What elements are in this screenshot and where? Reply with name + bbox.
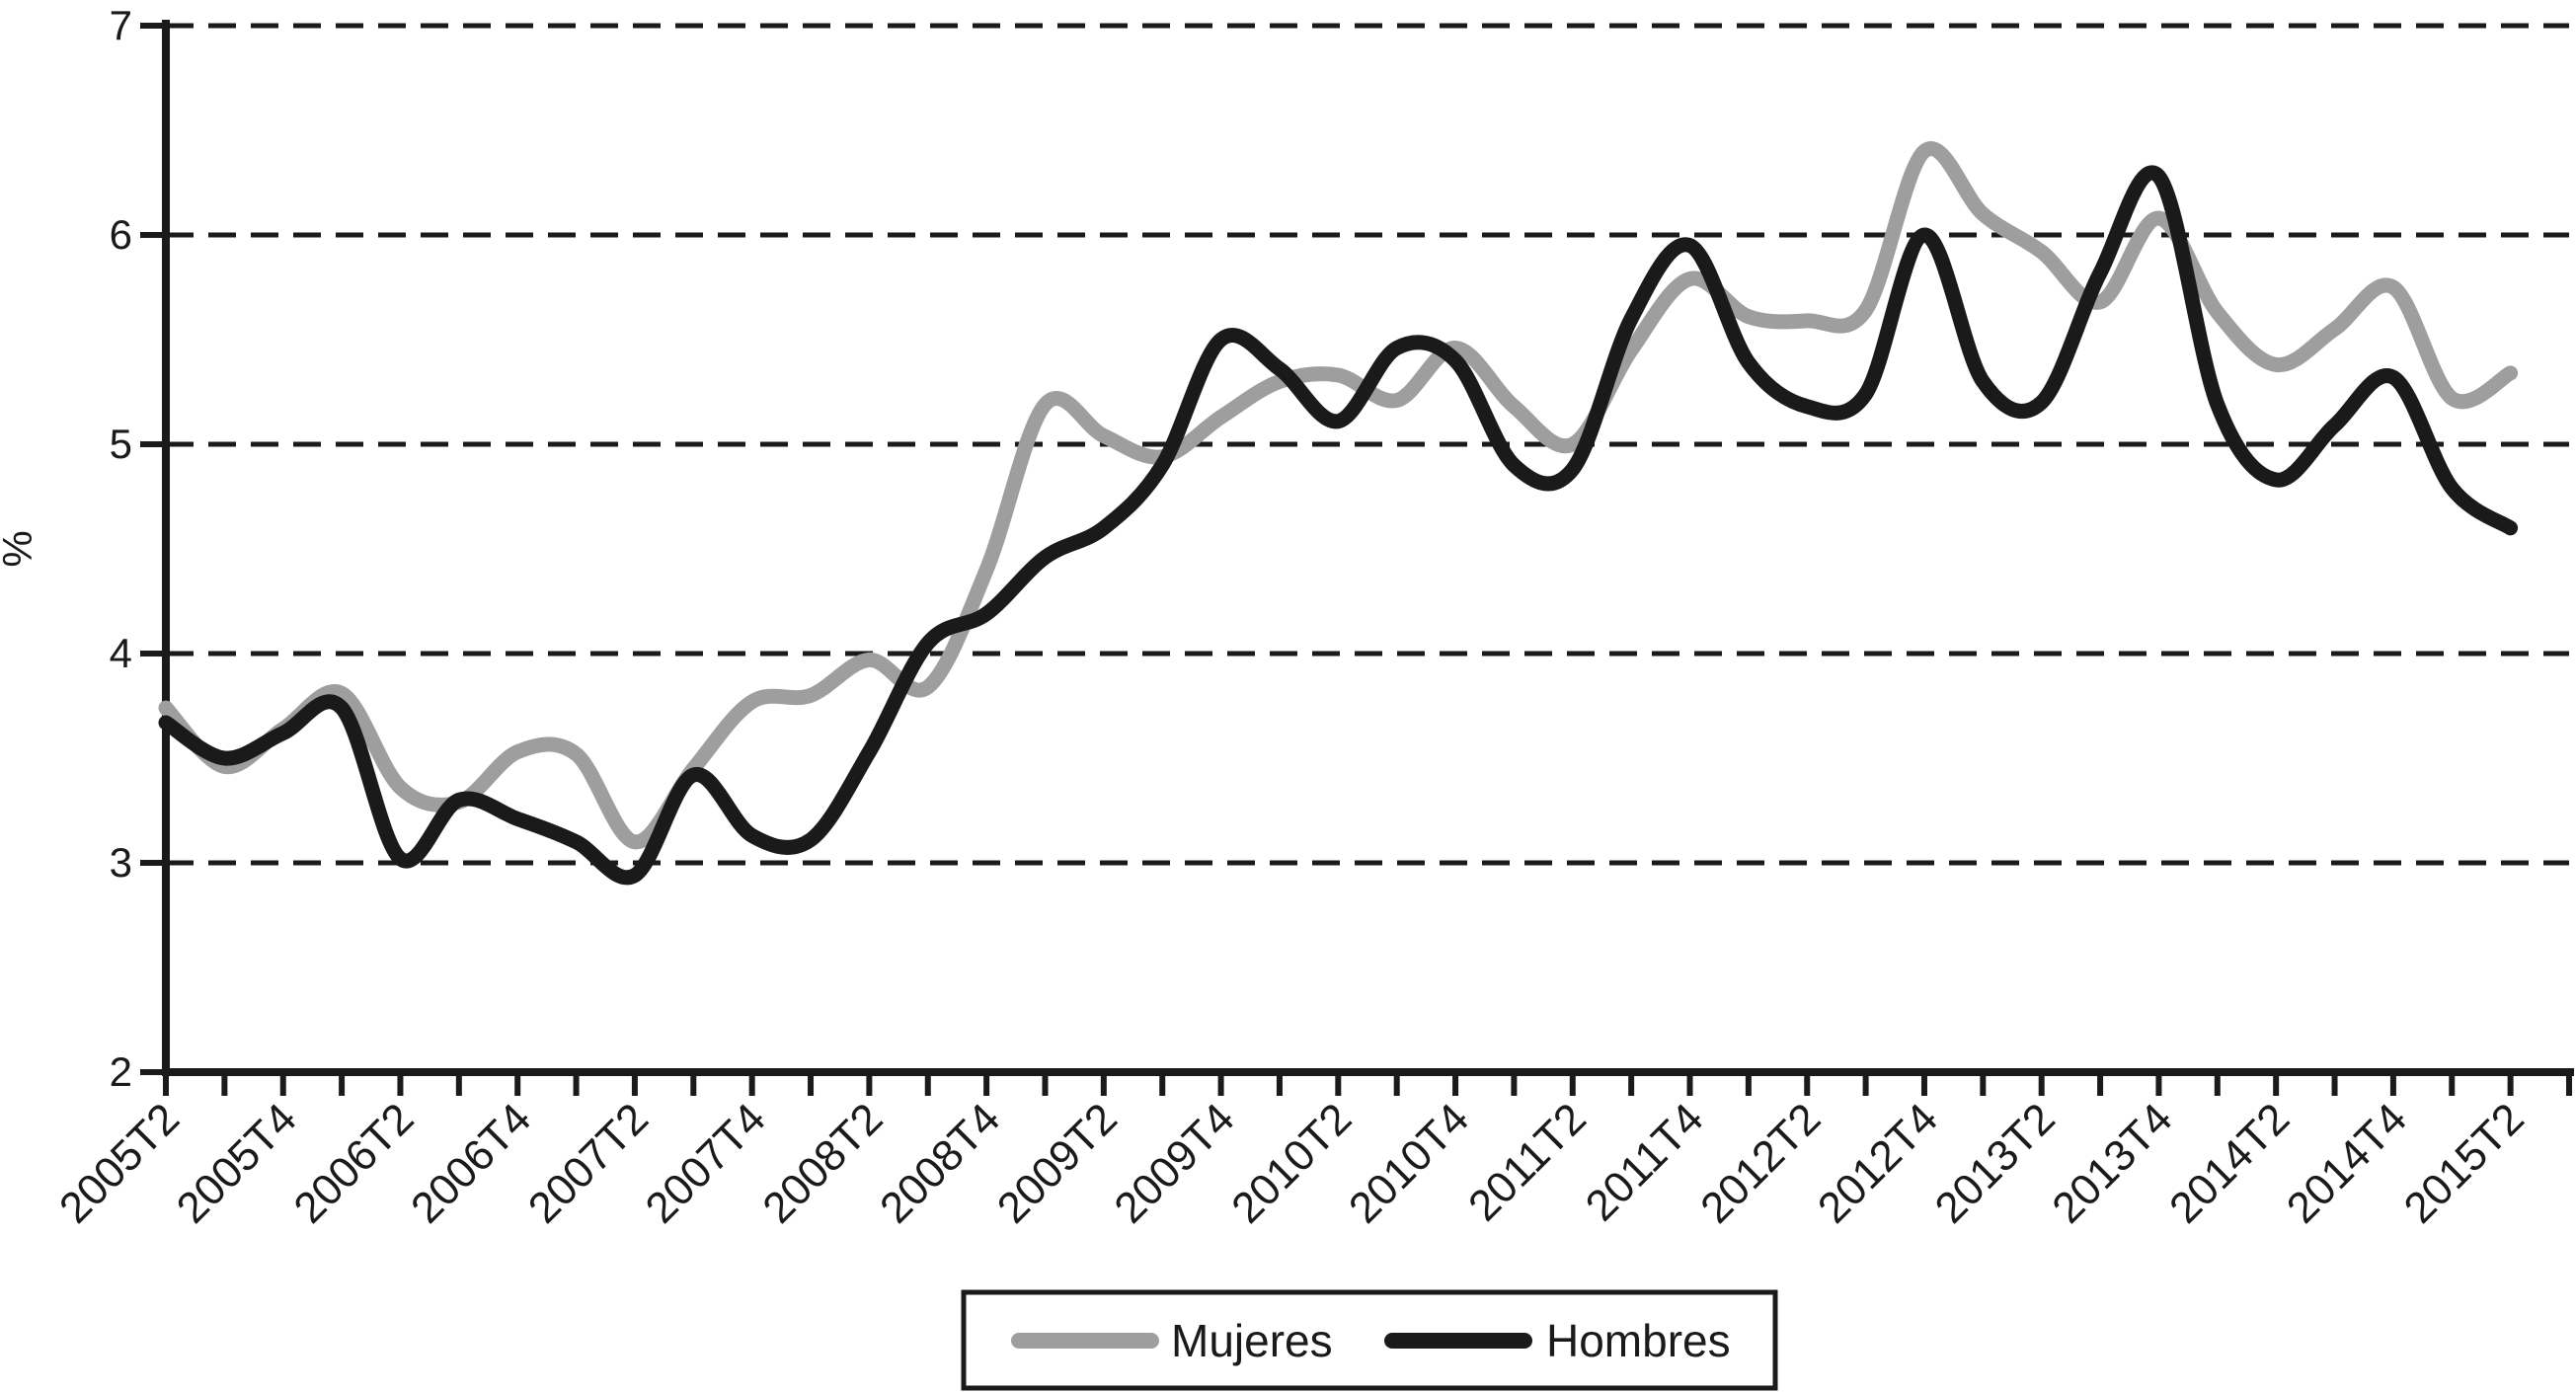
y-tick-label-6: 6 xyxy=(110,211,132,258)
legend-label-hombres: Hombres xyxy=(1546,1315,1731,1366)
x-tick-label-2006T2: 2006T2 xyxy=(284,1094,423,1232)
x-tick-label-2014T2: 2014T2 xyxy=(2160,1094,2299,1232)
x-tick-label-2013T4: 2013T4 xyxy=(2043,1094,2181,1232)
x-tick-label-2011T2: 2011T2 xyxy=(1459,1094,1596,1230)
x-tick-label-2012T2: 2012T2 xyxy=(1691,1094,1830,1232)
x-tick-label-2005T2: 2005T2 xyxy=(50,1094,189,1232)
x-tick-label-2011T4: 2011T4 xyxy=(1577,1094,1713,1230)
y-tick-label-5: 5 xyxy=(110,421,132,467)
y-tick-label-7: 7 xyxy=(110,2,132,48)
x-tick-label-2009T4: 2009T4 xyxy=(1105,1094,1243,1232)
y-axis-label: % xyxy=(0,530,40,567)
series-layer xyxy=(158,141,2519,886)
x-tick-label-2006T4: 2006T4 xyxy=(402,1094,540,1232)
y-tick-label-2: 2 xyxy=(110,1048,132,1095)
x-tick-label-2009T2: 2009T2 xyxy=(988,1094,1127,1232)
legend-label-mujeres: Mujeres xyxy=(1171,1315,1333,1366)
x-tick-label-2007T4: 2007T4 xyxy=(637,1094,775,1232)
x-tick-label-2014T4: 2014T4 xyxy=(2278,1094,2416,1232)
x-tick-label-2005T4: 2005T4 xyxy=(168,1094,306,1232)
y-tick-label-4: 4 xyxy=(110,630,132,676)
x-tick-label-2008T2: 2008T2 xyxy=(753,1094,892,1232)
x-tick-label-2010T2: 2010T2 xyxy=(1222,1094,1361,1232)
legend: Mujeres Hombres xyxy=(961,1289,1778,1391)
gridlines-layer xyxy=(166,23,2569,866)
x-tick-label-2010T4: 2010T4 xyxy=(1340,1094,1478,1232)
axes-layer xyxy=(140,20,2574,1096)
x-tick-label-2007T2: 2007T2 xyxy=(519,1094,658,1232)
hombres-series-line xyxy=(158,165,2519,886)
x-tick-label-2015T2: 2015T2 xyxy=(2395,1094,2534,1232)
mujeres-series-line xyxy=(158,141,2519,850)
x-tick-label-2013T2: 2013T2 xyxy=(1926,1094,2065,1232)
x-tick-label-2008T4: 2008T4 xyxy=(871,1094,1009,1232)
x-tick-label-2012T4: 2012T4 xyxy=(1809,1094,1947,1232)
y-tick-label-3: 3 xyxy=(110,839,132,886)
